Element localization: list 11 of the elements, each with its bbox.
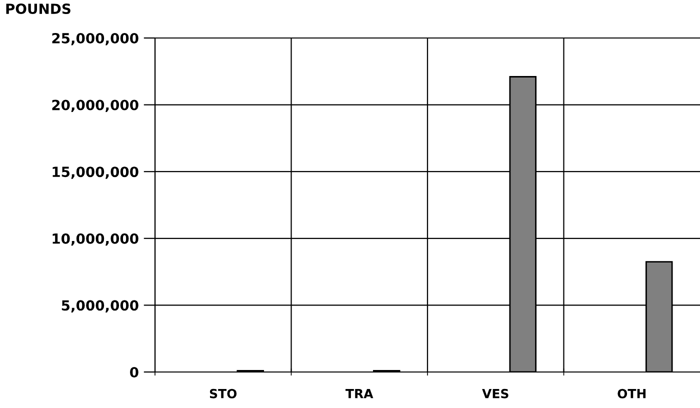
x-tick-label: TRA — [346, 389, 374, 398]
y-tick-label: 10,000,000 — [52, 233, 138, 246]
y-axis-title: POUNDS — [6, 4, 70, 14]
y-tick-label: 5,000,000 — [62, 300, 138, 312]
x-tick-label: OTH — [618, 388, 646, 398]
x-tick-label: VES — [482, 388, 508, 398]
x-tick-label: STO — [210, 388, 237, 398]
y-tick-label: 0 — [130, 366, 138, 378]
y-tick-label: 20,000,000 — [52, 100, 138, 112]
y-tick-label: 15,000,000 — [52, 166, 138, 179]
y-tick-label: 25,000,000 — [52, 32, 138, 46]
